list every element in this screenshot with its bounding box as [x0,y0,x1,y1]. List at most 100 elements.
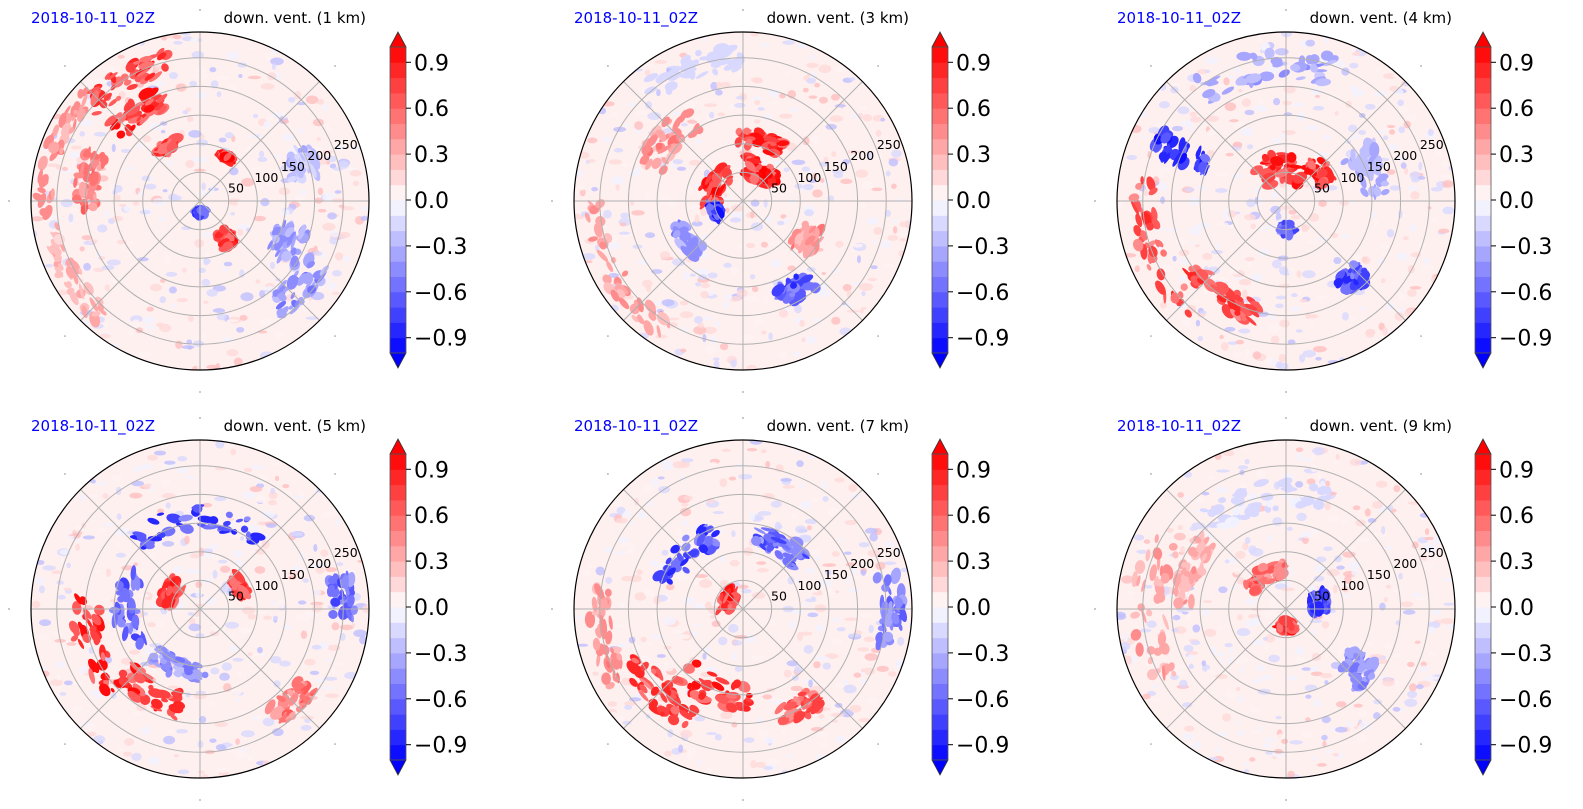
field-cell [296,614,305,621]
field-cell [1321,620,1330,629]
field-cell [1287,339,1296,345]
colorbar-segment [1475,545,1491,562]
field-cell [1234,655,1249,664]
field-feature [1295,500,1309,509]
field-cell [172,195,182,201]
field-feature [110,688,115,693]
field-feature [597,629,602,639]
field-cell [247,75,262,80]
colorbar-segment [390,622,406,639]
field-cell [871,187,883,192]
field-cell [215,440,225,449]
field-feature [668,65,682,70]
field-cell [1218,586,1228,594]
field-cell [664,665,674,672]
colorbar-segment [1475,454,1491,470]
field-feature [1315,78,1332,87]
field-cell [216,313,228,321]
field-cell [189,553,201,559]
field-feature [1200,553,1208,563]
field-feature [82,172,92,183]
field-cell [1344,183,1353,191]
field-cell [139,210,151,215]
field-layer [1117,32,1455,370]
field-cell [1233,218,1239,222]
field-feature [49,244,56,254]
field-cell [634,592,647,601]
colorbar-extend-high [1474,438,1492,455]
field-cell [1195,319,1201,327]
field-cell [769,189,778,196]
field-feature [1218,497,1227,504]
field-cell [1306,478,1316,485]
colorbar-tick-label: 0.9 [414,458,449,483]
field-feature [96,659,108,671]
field-cell [1208,646,1217,655]
field-cell [215,362,221,370]
field-cell [821,271,826,276]
field-cell [313,245,318,252]
field-cell [1333,256,1342,265]
grid-spoke-225 [623,200,744,321]
r-tick-label: 200 [307,556,331,571]
field-cell [810,727,824,732]
field-cell [263,120,271,129]
field-cell [672,158,684,165]
colorbar-segment [390,683,406,700]
field-cell [657,476,665,480]
field-cell [825,123,837,130]
field-cell [1171,125,1184,132]
colorbar-segment [932,215,948,232]
field-cell [247,652,253,656]
field-feature [684,60,698,66]
field-cell [641,279,653,288]
field-cell [1203,628,1217,637]
field-cell [79,246,85,252]
field-feature [1265,499,1274,508]
field-cell [269,261,276,270]
field-cell [234,750,248,759]
field-cell [274,475,280,482]
field-cell [749,440,763,445]
field-cell [235,738,240,746]
field-feature [657,571,665,580]
field-feature [682,566,690,574]
field-cell [694,623,702,627]
field-cell [268,499,278,506]
field-cell [212,624,219,633]
colorbar-segment [932,230,948,247]
field-cell [904,220,910,229]
field-feature [149,71,163,83]
field-cell [730,359,737,368]
field-cell [816,289,831,298]
field-cell [225,634,236,640]
field-cell [709,461,718,467]
field-cell [56,580,64,585]
field-feature [1136,575,1141,587]
colorbar-tick-label: 0.0 [956,189,991,214]
field-cell [1177,106,1190,115]
field-feature [636,297,644,313]
theta-tick [8,608,10,610]
field-cell [1183,471,1192,478]
field-cell [754,99,761,106]
field-cell [194,156,209,163]
field-cell [810,135,822,144]
field-feature [1257,562,1269,573]
field-cell [784,72,790,76]
field-feature [1320,50,1334,61]
colorbar-tick-label: 0.0 [414,189,449,214]
field-cell [757,510,772,516]
field-cell [252,166,262,170]
field-cell [1173,664,1188,670]
field-cell [219,672,230,681]
colorbar-segment [390,200,406,216]
field-feature [285,717,292,724]
colorbar-tick-label: −0.3 [956,235,1009,260]
field-cell [810,103,820,109]
field-feature [1320,588,1331,600]
field-feature [606,261,614,272]
field-cell [59,558,65,563]
field-cell [802,601,809,607]
field-cell [154,65,164,71]
